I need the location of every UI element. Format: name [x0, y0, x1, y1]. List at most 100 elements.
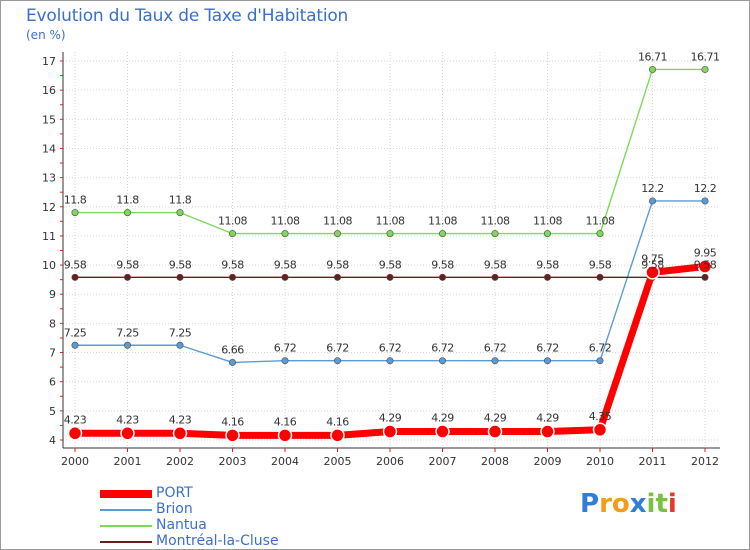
data-label: 4.23: [64, 413, 87, 426]
legend-swatch: [100, 509, 152, 511]
data-point-port: [225, 428, 240, 443]
data-label: 4.16: [221, 415, 244, 428]
data-point-montreal-la-cluse: [491, 273, 499, 281]
data-label: 4.29: [431, 412, 454, 425]
data-point-port: [697, 259, 713, 274]
data-point-nantua: [491, 230, 499, 238]
data-label: 11.08: [323, 215, 352, 228]
legend-label: PORT: [156, 485, 193, 501]
x-tick-label: 2006: [376, 455, 404, 468]
data-label: 11.08: [376, 215, 405, 228]
x-tick-label: 2000: [61, 455, 89, 468]
legend-swatch: [100, 541, 152, 543]
data-label: 9.58: [221, 258, 244, 271]
data-point-montreal-la-cluse: [281, 273, 289, 281]
data-label: 11.08: [586, 215, 615, 228]
legend-swatch: [100, 490, 152, 498]
logo-letter: P: [580, 489, 600, 519]
x-tick-label: 2012: [691, 455, 719, 468]
data-point-nantua: [648, 65, 656, 73]
axis-layer: 4 5 6 7 8 9 10 11 12 13 14 15 16 17 2000 2001 2002 2003 20…: [42, 52, 720, 468]
data-point-nantua: [229, 230, 237, 238]
data-label: 11.8: [169, 194, 192, 207]
x-tick-label: 2003: [219, 455, 247, 468]
data-point-nantua: [596, 230, 604, 238]
data-label: 9.58: [64, 258, 87, 271]
data-label: 11.08: [218, 215, 247, 228]
y-tick-label: 4: [49, 434, 56, 447]
data-label: 4.16: [274, 415, 297, 428]
legend-item-nantua: Nantua: [100, 517, 340, 534]
data-label: 6.72: [431, 342, 454, 355]
y-tick-label: 10: [42, 259, 56, 272]
data-point-brion: [176, 341, 184, 349]
data-label: 11.08: [428, 215, 457, 228]
data-point-port: [592, 422, 608, 438]
data-point-nantua: [438, 230, 446, 238]
data-label: 6.72: [379, 342, 402, 355]
proxiti-logo: Proxiti: [580, 489, 677, 519]
legend: PORT Brion Nantua Montréal-la-Cluse: [100, 485, 340, 550]
legend-item-montreal-la-cluse: Montréal-la-Cluse: [100, 533, 340, 550]
data-label: 6.72: [484, 342, 507, 355]
data-label: 4.35: [589, 410, 612, 423]
x-tick-label: 2010: [586, 455, 614, 468]
data-label: 11.08: [533, 215, 562, 228]
data-point-port: [120, 426, 135, 441]
logo-letter: r: [599, 489, 612, 519]
data-label: 9.58: [694, 258, 717, 271]
x-tick-label: 2002: [166, 455, 194, 468]
data-label: 6.72: [274, 342, 297, 355]
data-label-layer: 4.23 4.23 4.23 4.16 4.16 4.16 4.29 4.29 4.29 4.29…: [64, 50, 720, 428]
data-label: 4.23: [169, 413, 192, 426]
data-point-port: [487, 424, 503, 439]
data-point-brion: [281, 357, 289, 365]
data-point-brion: [124, 341, 132, 349]
y-tick-label: 6: [49, 376, 56, 389]
data-label: 11.8: [64, 194, 87, 207]
data-point-montreal-la-cluse: [176, 273, 184, 281]
data-point-montreal-la-cluse: [124, 273, 132, 281]
y-tick-label: 7: [49, 347, 56, 360]
x-tick-label: 2011: [639, 455, 667, 468]
data-label: 4.29: [379, 412, 402, 425]
x-tick-label: 2007: [429, 455, 457, 468]
data-label: 4.29: [536, 412, 559, 425]
data-point-montreal-la-cluse: [333, 273, 341, 281]
y-tick-label: 12: [42, 201, 56, 214]
y-tick-label: 8: [49, 317, 56, 330]
logo-letter: i: [667, 489, 677, 519]
data-point-brion: [71, 341, 79, 349]
logo-letter: i: [646, 489, 656, 519]
data-label: 9.75: [641, 252, 664, 265]
data-label: 4.23: [116, 413, 139, 426]
data-point-brion: [491, 357, 499, 365]
y-tick-label: 17: [42, 55, 56, 68]
data-point-nantua: [543, 230, 551, 238]
chart-unit-label: (en %): [26, 28, 66, 42]
legend-label: Nantua: [156, 517, 207, 533]
data-point-nantua: [701, 65, 709, 73]
chart-title: Evolution du Taux de Taxe d'Habitation: [26, 6, 349, 26]
data-point-port: [67, 426, 83, 441]
data-label: 16.71: [638, 50, 667, 63]
x-tick-label: 2004: [271, 455, 299, 468]
data-label: 9.58: [431, 258, 454, 271]
y-tick-label: 9: [49, 288, 56, 301]
data-point-montreal-la-cluse: [543, 273, 551, 281]
data-point-brion: [596, 357, 604, 365]
data-label: 9.95: [694, 247, 717, 260]
data-point-brion: [386, 357, 394, 365]
x-tick-label: 2008: [481, 455, 509, 468]
data-point-port: [382, 424, 398, 439]
x-tick-label: 2005: [324, 455, 352, 468]
data-point-nantua: [124, 209, 132, 217]
data-label: 11.8: [116, 194, 139, 207]
data-label: 12.2: [641, 182, 664, 195]
data-label: 7.25: [169, 326, 192, 339]
y-tick-label: 11: [42, 230, 56, 243]
logo-letter: x: [629, 489, 647, 519]
data-label: 12.2: [694, 182, 717, 195]
data-label: 9.58: [274, 258, 297, 271]
data-point-port: [277, 428, 293, 443]
